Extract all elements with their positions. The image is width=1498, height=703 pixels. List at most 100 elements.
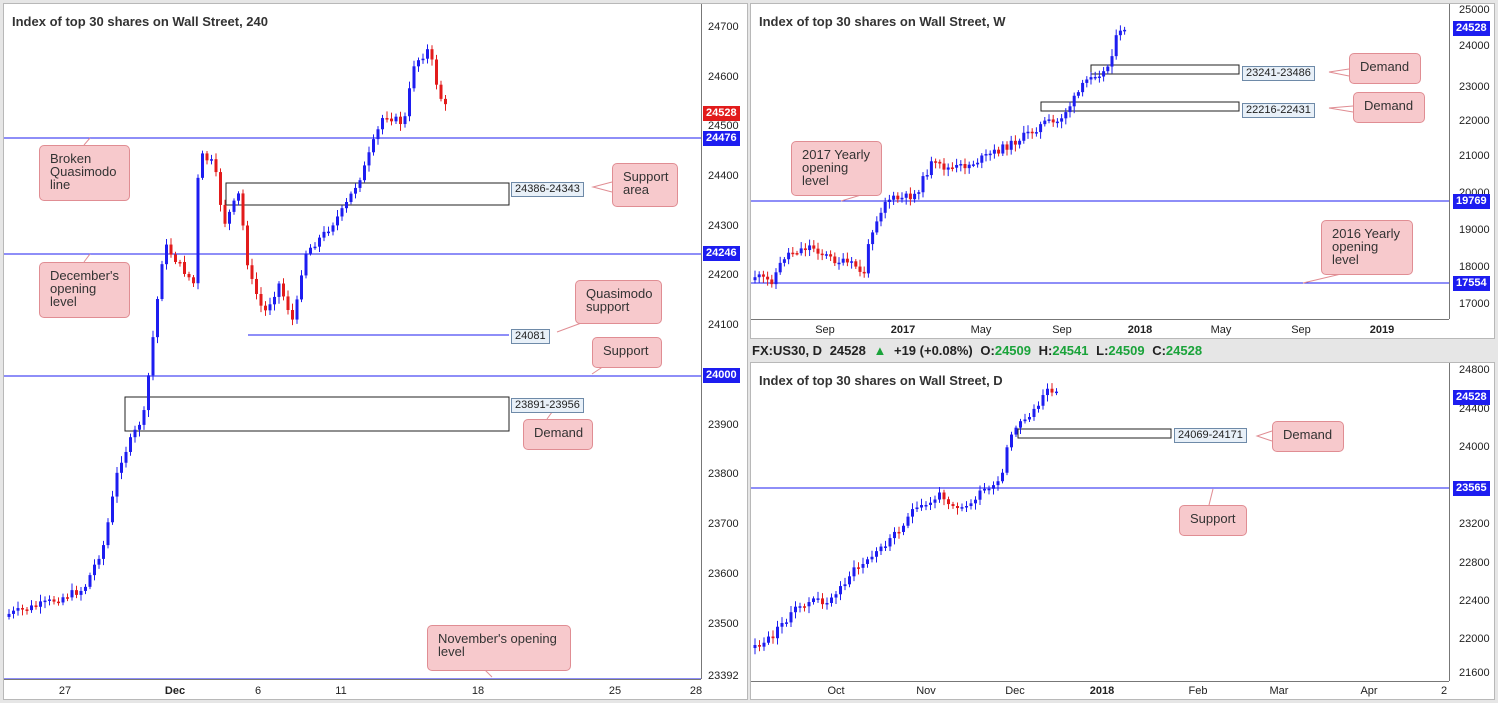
daily-candle-body: [816, 598, 820, 600]
h4-candle-body: [430, 49, 434, 60]
daily-candle-body: [1041, 395, 1045, 406]
h4-candle-body: [340, 208, 344, 217]
daily-candle-body: [807, 602, 811, 607]
weekly-candle-body: [1043, 120, 1047, 125]
weekly-candle-body: [883, 201, 887, 213]
weekly-candle-body: [1022, 132, 1026, 141]
daily-candle-body: [1037, 405, 1040, 409]
h4-candle-body: [79, 590, 83, 595]
h4-y-tick: 23800: [708, 468, 739, 480]
h4-candle-body: [385, 118, 389, 120]
daily-chart-title: Index of top 30 shares on Wall Street, D: [759, 373, 1003, 388]
weekly-y-tick: 18000: [1459, 261, 1490, 273]
h4-candle-body: [264, 305, 267, 311]
h4-chart-panel[interactable]: Index of top 30 shares on Wall Street, 2…: [3, 3, 748, 700]
daily-callout-support: Support: [1179, 505, 1247, 536]
daily-candle-body: [902, 525, 905, 532]
high-value: 24541: [1052, 343, 1089, 358]
weekly-current-price-tag: 24528: [1453, 21, 1490, 36]
weekly-candle-body: [1123, 29, 1127, 32]
h4-candle-body: [39, 601, 42, 607]
weekly-x-tick: Sep: [1052, 324, 1072, 336]
weekly-candle-body: [980, 155, 984, 163]
h4-candle-body: [66, 597, 69, 599]
daily-candle-body: [888, 538, 892, 547]
weekly-candle-body: [955, 164, 959, 168]
high-label: H:: [1038, 343, 1053, 358]
h4-candle-body: [444, 98, 447, 105]
daily-candle-body: [780, 623, 784, 627]
h4-candle-body: [421, 58, 425, 61]
weekly-candle-body: [1089, 77, 1093, 80]
daily-x-tick: Oct: [827, 685, 845, 697]
h4-candle-body: [169, 244, 173, 255]
daily-candle-body: [956, 506, 959, 509]
weekly-chart-panel[interactable]: Index of top 30 shares on Wall Street, W…: [750, 3, 1495, 339]
daily-candle-body: [821, 598, 824, 605]
daily-y-tick: 24800: [1459, 364, 1490, 376]
weekly-candle-body: [753, 277, 757, 281]
weekly-x-tick: Sep: [1291, 324, 1311, 336]
weekly-callout-pointer: [1302, 273, 1342, 284]
weekly-candle-body: [913, 193, 917, 200]
weekly-candle-body: [997, 149, 1001, 154]
weekly-candle-body: [1118, 30, 1122, 36]
weekly-candle-body: [1009, 140, 1013, 150]
daily-current-price-tag: 24528: [1453, 390, 1490, 405]
h4-candle-body: [259, 293, 263, 306]
h4-candle-body: [277, 283, 281, 297]
daily-candle-body: [834, 594, 838, 598]
h4-candle-body: [147, 375, 150, 411]
weekly-candle-body: [971, 164, 975, 166]
weekly-plot-area[interactable]: [751, 4, 1495, 339]
daily-candle-body: [933, 499, 937, 503]
low-label: L:: [1096, 343, 1109, 358]
h4-candle-body: [115, 472, 119, 497]
daily-plot-area[interactable]: [751, 363, 1495, 700]
h4-candle-body: [300, 275, 303, 300]
h4-candle-body: [43, 600, 47, 603]
weekly-candle-body: [1001, 144, 1005, 154]
weekly-x-tick: 2019: [1369, 324, 1395, 336]
daily-candle-body: [776, 626, 779, 639]
weekly-candle-body: [791, 252, 795, 255]
daily-candle-body: [839, 586, 842, 595]
daily-candle-body: [960, 507, 964, 509]
h4-candle-body: [412, 66, 416, 89]
h4-callout-november-opening: November's opening level: [427, 625, 571, 671]
daily-candle-body: [924, 504, 928, 507]
weekly-price-axis-line: [1449, 4, 1450, 319]
h4-candle-body: [12, 610, 15, 614]
h4-y-tick: 24600: [708, 71, 739, 83]
h4-candle-body: [241, 193, 245, 226]
h4-candle-body: [48, 599, 51, 601]
daily-y-tick: 22800: [1459, 557, 1490, 569]
weekly-candle-body: [787, 252, 791, 260]
h4-candle-body: [390, 118, 393, 122]
h4-candle-body: [304, 253, 308, 276]
h4-callout-pointer: [83, 253, 91, 263]
weekly-candle-body: [900, 197, 904, 200]
daily-candle-body: [920, 505, 923, 508]
weekly-candle-body: [892, 195, 896, 200]
weekly-y-tick: 24000: [1459, 40, 1490, 52]
h4-callout-pointer: [83, 137, 91, 146]
weekly-y-tick: 22000: [1459, 115, 1490, 127]
daily-x-tick: Dec: [1005, 685, 1025, 697]
h4-candle-body: [57, 601, 60, 604]
symbol-label[interactable]: FX:US30, D: [752, 343, 823, 358]
h4-callout-demand: Demand: [523, 419, 593, 450]
h4-plot-area[interactable]: [4, 4, 748, 700]
h4-callout-quasimodo-support: Quasimodo support: [575, 280, 662, 324]
weekly-candle-body: [908, 193, 912, 200]
h4-candle-body: [408, 88, 411, 117]
weekly-candle-body: [1085, 79, 1089, 83]
weekly-candle-body: [862, 271, 866, 274]
daily-price-axis-line: [1449, 363, 1450, 681]
h4-candle-body: [201, 153, 204, 178]
daily-chart-panel[interactable]: Index of top 30 shares on Wall Street, D…: [750, 362, 1495, 700]
daily-candle-body: [947, 499, 950, 505]
h4-x-tick: 6: [254, 685, 262, 697]
weekly-candle-body: [1051, 119, 1055, 123]
daily-demand-zone: [1017, 428, 1172, 439]
